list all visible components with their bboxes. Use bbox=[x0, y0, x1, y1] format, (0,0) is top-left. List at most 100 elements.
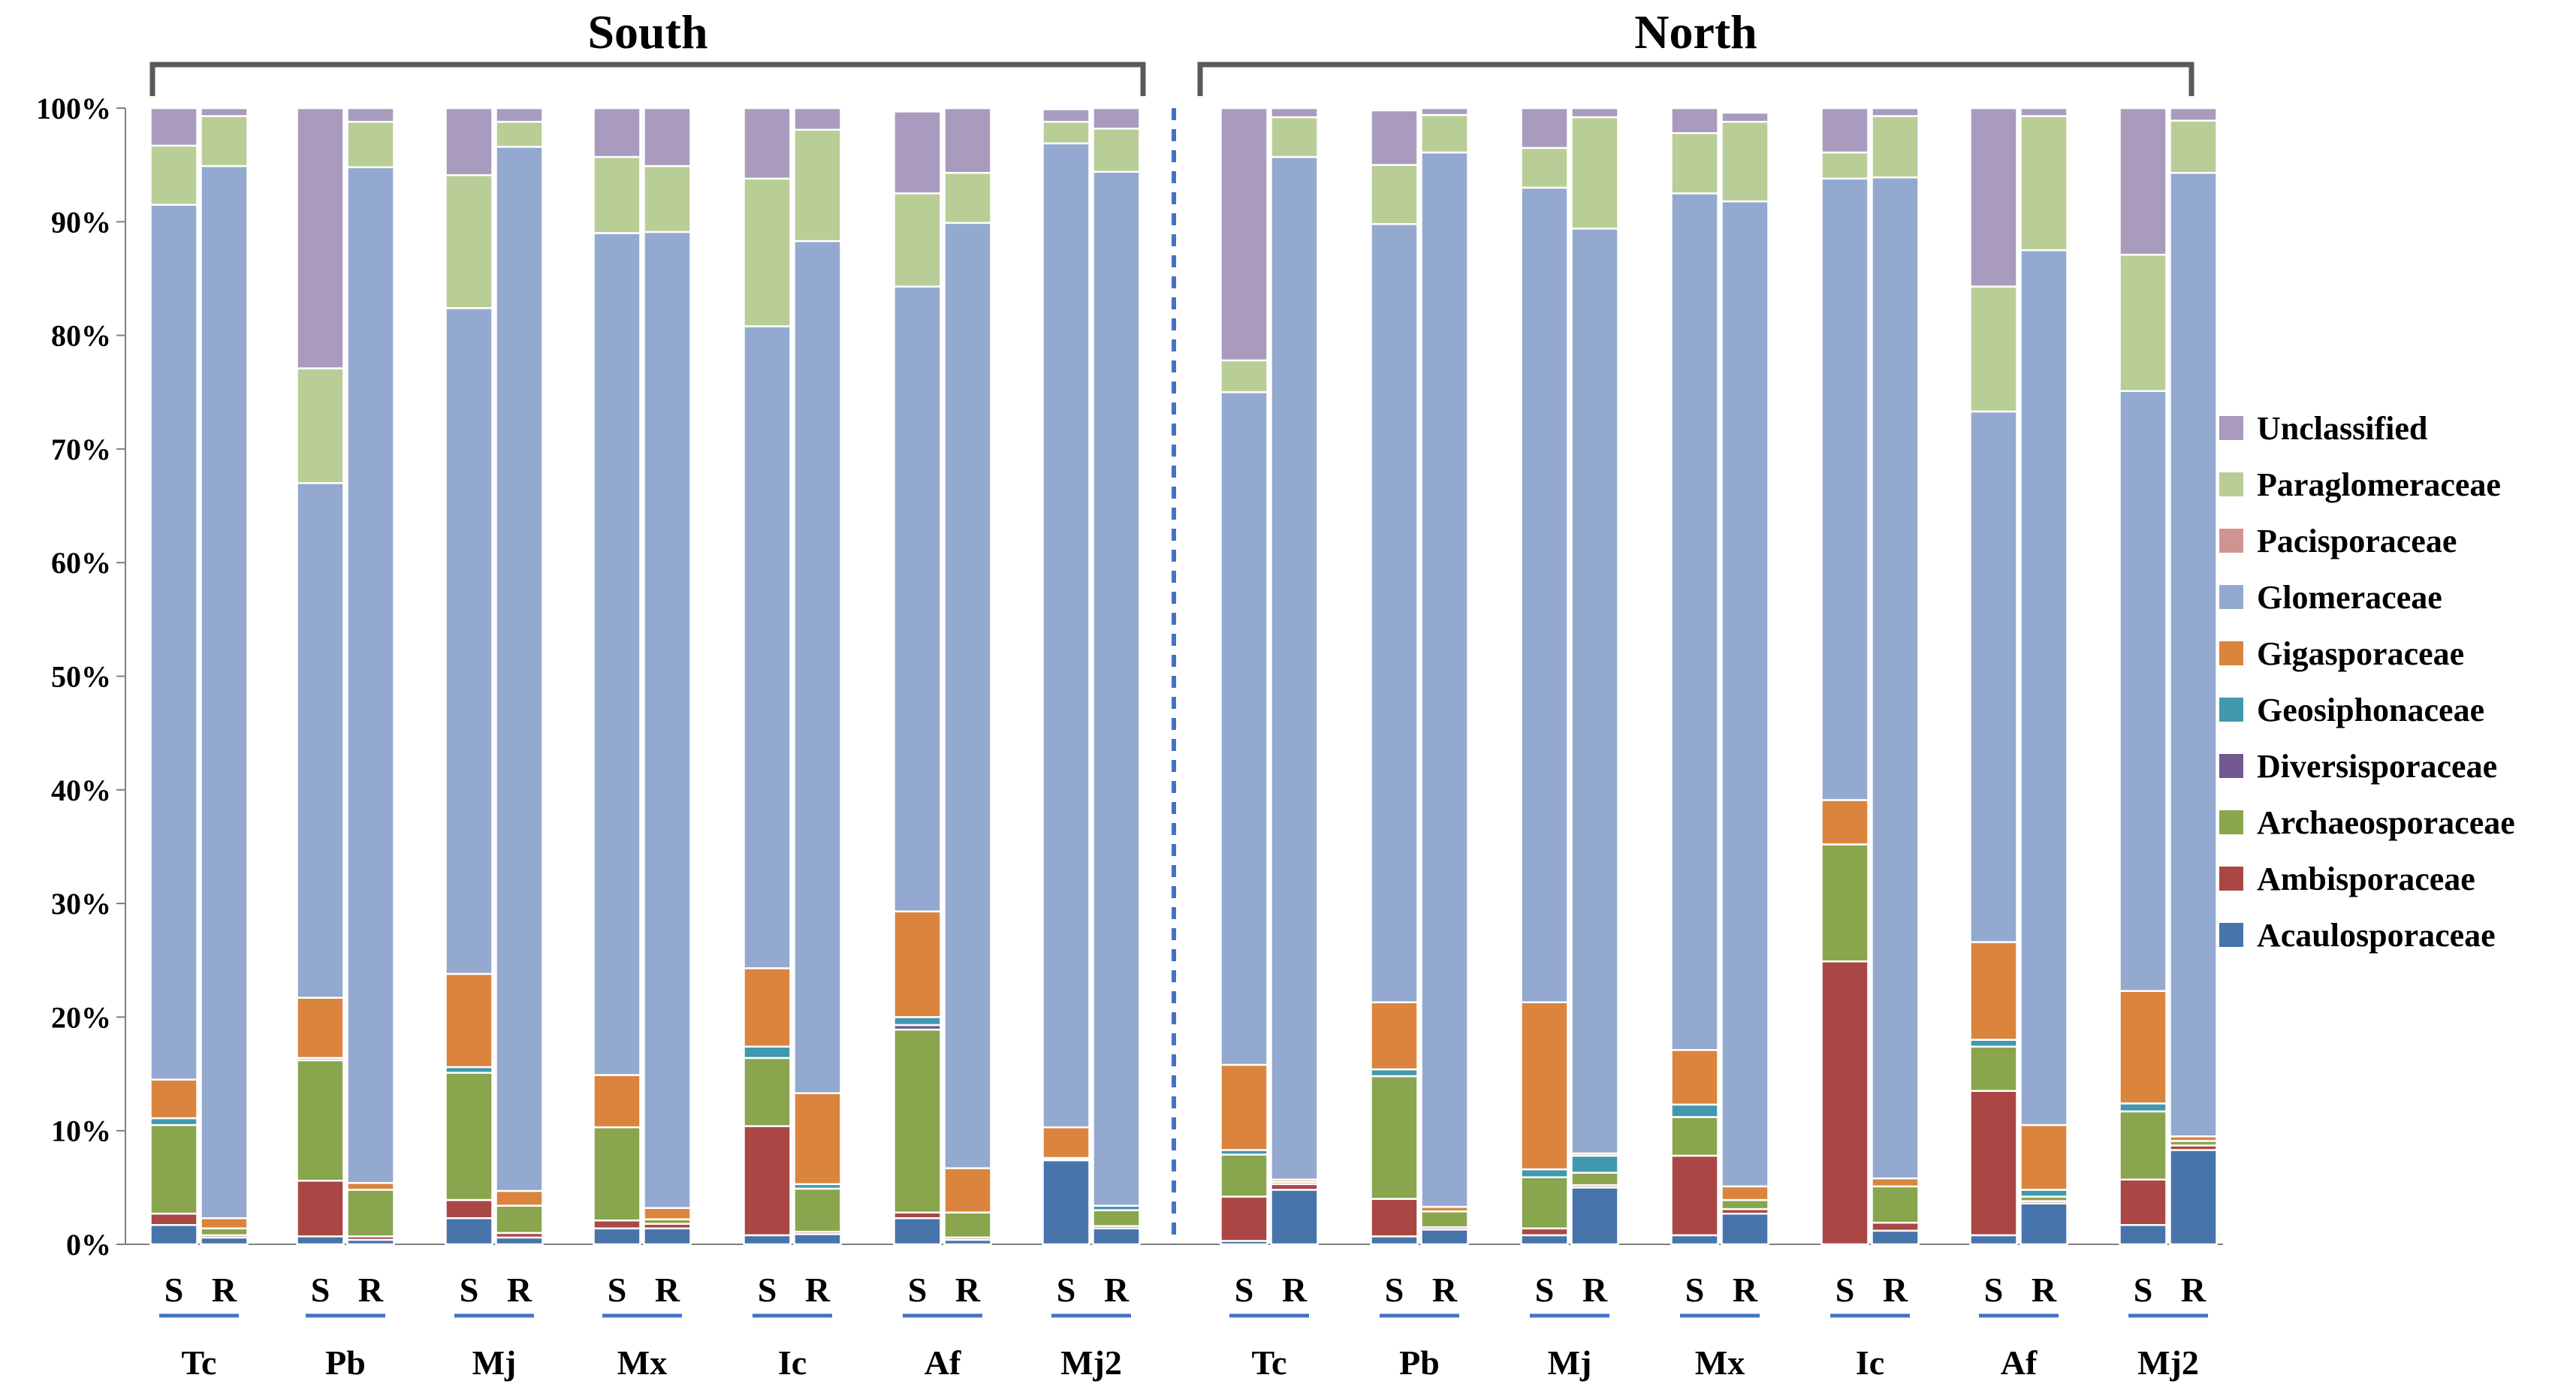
bar-label: R bbox=[1432, 1271, 1458, 1309]
group-label: Mj bbox=[1548, 1343, 1592, 1382]
bar-segment-glomeraceae bbox=[445, 307, 493, 975]
bar-segment-ambisporaceae bbox=[1220, 1196, 1268, 1242]
bar-segment-paraglomeraceae bbox=[346, 120, 395, 168]
bar-segment-paraglomeraceae bbox=[1092, 127, 1141, 173]
bar-segment-ambisporaceae bbox=[743, 1125, 792, 1237]
y-tick-label: 90% bbox=[51, 205, 111, 239]
legend-swatch bbox=[2219, 698, 2243, 722]
bar-segment-glomeraceae bbox=[743, 325, 792, 969]
bar-segment-gigasporaceae bbox=[149, 1078, 198, 1120]
group-label: Mx bbox=[617, 1343, 667, 1382]
y-tick-label: 20% bbox=[51, 1000, 111, 1034]
bar-segment-acaulosporaceae bbox=[643, 1227, 692, 1246]
legend-entry: Geosiphonaceae bbox=[2257, 692, 2484, 728]
group-label: Ic bbox=[778, 1343, 807, 1382]
legend-swatch bbox=[2219, 472, 2243, 496]
bar-segment-acaulosporaceae bbox=[793, 1233, 842, 1246]
bar-segment-unclassified bbox=[1520, 107, 1569, 149]
bar-segment-unclassified bbox=[643, 107, 692, 167]
bar-label: S bbox=[1235, 1271, 1254, 1309]
bar-segment-paraglomeraceae bbox=[1042, 120, 1090, 145]
legend-swatch bbox=[2219, 641, 2243, 665]
group-label: Tc bbox=[182, 1343, 217, 1382]
bar-segment-paraglomeraceae bbox=[943, 171, 992, 225]
bar-segment-glomeraceae bbox=[1220, 391, 1268, 1066]
group-label: Af bbox=[2001, 1343, 2038, 1382]
bar-segment-gigasporaceae bbox=[643, 1207, 692, 1220]
y-tick-label: 80% bbox=[51, 319, 111, 353]
group-label: Af bbox=[925, 1343, 961, 1382]
bar-segment-geosiphonaceae bbox=[149, 1117, 198, 1126]
bar-segment-glomeraceae bbox=[495, 146, 544, 1192]
legend-entry: Pacisporaceae bbox=[2257, 523, 2457, 559]
bar-label: R bbox=[1582, 1271, 1608, 1309]
bar-segment-acaulosporaceae bbox=[2119, 1224, 2167, 1246]
bar-label: S bbox=[1685, 1271, 1705, 1309]
bar-segment-gigasporaceae bbox=[200, 1217, 249, 1230]
bar-label: R bbox=[655, 1271, 680, 1309]
bar-segment-unclassified bbox=[1670, 107, 1719, 134]
bar-segment-acaulosporaceae bbox=[1520, 1234, 1569, 1246]
bar-segment-paraglomeraceae bbox=[1871, 115, 1920, 179]
y-tick-label: 50% bbox=[51, 660, 111, 694]
bar-segment-acaulosporaceae bbox=[1570, 1186, 1619, 1246]
bar-segment-glomeraceae bbox=[1570, 228, 1619, 1155]
bar-label: S bbox=[311, 1271, 330, 1309]
bar-segment-glomeraceae bbox=[200, 164, 249, 1220]
bar-segment-paraglomeraceae bbox=[643, 164, 692, 234]
bar-segment-unclassified bbox=[495, 107, 544, 123]
bar-label: R bbox=[1104, 1271, 1130, 1309]
bar-segment-acaulosporaceae bbox=[743, 1234, 792, 1246]
bar-label: R bbox=[358, 1271, 384, 1309]
bar-segment-glomeraceae bbox=[943, 222, 992, 1169]
bar-segment-gigasporaceae bbox=[296, 997, 345, 1060]
y-tick-label: 10% bbox=[51, 1114, 111, 1148]
bar-segment-glomeraceae bbox=[1420, 151, 1469, 1208]
bar-label: S bbox=[1535, 1271, 1555, 1309]
bar-segment-glomeraceae bbox=[1042, 142, 1090, 1129]
region-bracket bbox=[1197, 62, 2194, 96]
y-tick-label: 40% bbox=[51, 773, 111, 807]
legend-swatch bbox=[2219, 529, 2243, 553]
bar-segment-unclassified bbox=[1820, 107, 1869, 154]
bar-segment-paraglomeraceae bbox=[1220, 359, 1268, 393]
bar-segment-paraglomeraceae bbox=[793, 128, 842, 243]
bar-segment-archaeosporaceae bbox=[296, 1059, 345, 1182]
bar-segment-glomeraceae bbox=[893, 285, 942, 912]
bar-segment-acaulosporaceae bbox=[893, 1217, 942, 1246]
bar-segment-acaulosporaceae bbox=[1871, 1229, 1920, 1246]
y-tick-label: 0% bbox=[66, 1228, 111, 1262]
bar-segment-acaulosporaceae bbox=[1969, 1234, 2018, 1246]
bar-label: S bbox=[608, 1271, 627, 1309]
bar-label: R bbox=[805, 1271, 831, 1309]
bar-label: R bbox=[2181, 1271, 2206, 1309]
bar-segment-glomeraceae bbox=[1670, 192, 1719, 1051]
bar-segment-gigasporaceae bbox=[943, 1167, 992, 1214]
group-label: Mj2 bbox=[2137, 1343, 2199, 1382]
bar-segment-ambisporaceae bbox=[1520, 1227, 1569, 1237]
bar-segment-unclassified bbox=[296, 107, 345, 369]
bar-segment-ambisporaceae bbox=[445, 1199, 493, 1220]
bar-segment-gigasporaceae bbox=[1042, 1126, 1090, 1159]
bar-segment-gigasporaceae bbox=[1969, 941, 2018, 1041]
bar-segment-paraglomeraceae bbox=[1270, 116, 1319, 158]
bar-segment-unclassified bbox=[893, 110, 942, 194]
bar-segment-unclassified bbox=[2019, 107, 2068, 117]
bar-segment-acaulosporaceae bbox=[1721, 1212, 1769, 1246]
bar-segment-unclassified bbox=[2119, 107, 2167, 256]
bar-segment-archaeosporaceae bbox=[1820, 843, 1869, 963]
bar-segment-gigasporaceae bbox=[1370, 1001, 1419, 1071]
bar-segment-unclassified bbox=[346, 107, 395, 123]
bar-segment-unclassified bbox=[593, 107, 641, 158]
legend-swatch bbox=[2219, 754, 2243, 778]
bar-segment-archaeosporaceae bbox=[1370, 1075, 1419, 1200]
bar-segment-acaulosporaceae bbox=[149, 1224, 198, 1246]
bar-segment-ambisporaceae bbox=[2119, 1178, 2167, 1226]
bar-segment-unclassified bbox=[1270, 107, 1319, 119]
bar-segment-archaeosporaceae bbox=[893, 1028, 942, 1214]
bar-segment-paraglomeraceae bbox=[2169, 119, 2218, 174]
bar-segment-geosiphonaceae bbox=[743, 1045, 792, 1060]
bar-label: R bbox=[507, 1271, 532, 1309]
legend-entry: Gigasporaceae bbox=[2257, 635, 2464, 672]
